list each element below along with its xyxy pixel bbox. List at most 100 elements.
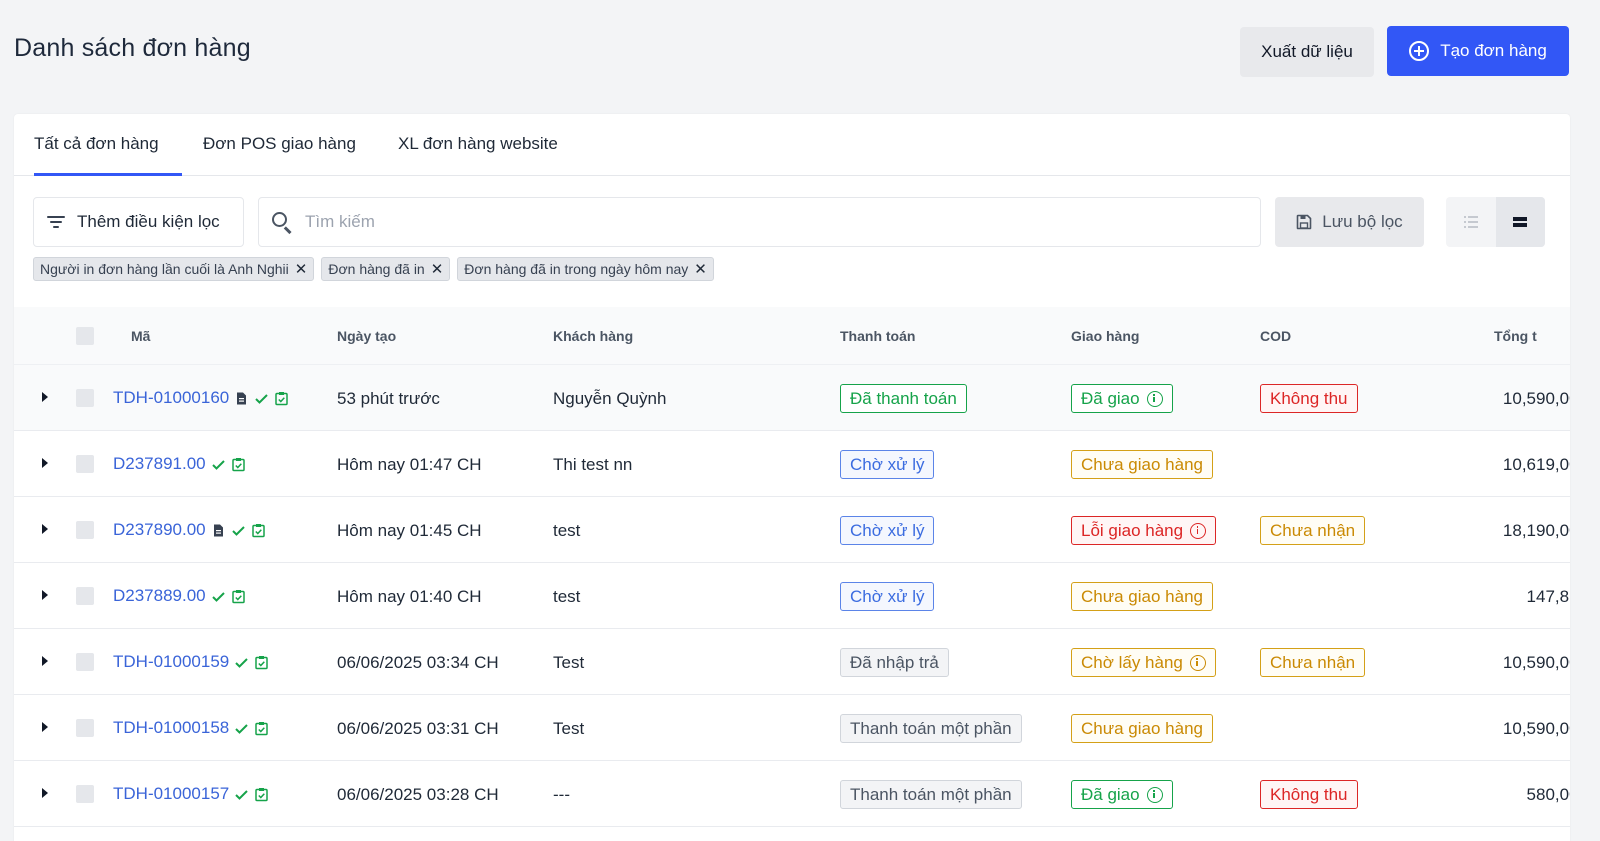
tab-all-orders[interactable]: Tất cả đơn hàng [34,134,159,153]
add-filter-label: Thêm điều kiện lọc [77,212,220,231]
column-header-created[interactable]: Ngày tạo [337,328,397,344]
payment-status-badge: Chờ xử lý [840,582,935,611]
customer-cell: Thi test nn [553,455,633,474]
row-checkbox[interactable] [76,389,94,407]
table-row[interactable]: D237891.00 Hôm nay 01:47 CH Thi test nn Chờ… [14,431,1570,497]
caret-right-icon[interactable] [42,788,48,798]
table-row[interactable]: TDH-01000160 53 phút trước Nguyễn Quỳnh Đã … [14,365,1570,431]
delivery-status-label: Chờ lấy hàng [1081,652,1183,672]
caret-right-icon[interactable] [42,524,48,534]
tab-pos-delivery[interactable]: Đơn POS giao hàng [203,134,356,153]
order-code-cell: TDH-01000158 [113,718,269,738]
order-code-cell: D237889.00 [113,586,246,606]
order-code-cell: D237890.00 [113,520,266,540]
filter-icon [47,215,65,229]
total-cell: 10,590,000 [1502,653,1570,672]
orders-card: Tất cả đơn hàng Đơn POS giao hàng XL đơn… [14,114,1570,841]
order-code-cell: TDH-01000159 [113,652,269,672]
order-code-link[interactable]: TDH-01000157 [113,784,230,803]
created-cell: 06/06/2025 03:31 CH [337,719,499,738]
table-row[interactable]: D237889.00 Hôm nay 01:40 CH test Chờ xử lý C… [14,563,1570,629]
total-cell: 10,590,000 [1502,719,1570,738]
column-header-total[interactable]: Tổng t [1494,328,1537,344]
check-icon [255,393,268,404]
payment-status-label: Thanh toán một phần [850,784,1012,804]
customer-cell: test [553,587,581,606]
create-order-label: Tạo đơn hàng [1440,41,1547,60]
caret-right-icon[interactable] [42,590,48,600]
caret-right-icon[interactable] [42,458,48,468]
payment-status-badge: Chờ xử lý [840,516,935,545]
column-header-delivery[interactable]: Giao hàng [1071,328,1140,344]
table-body: TDH-01000160 53 phút trước Nguyễn Quỳnh Đã … [14,365,1570,827]
row-checkbox[interactable] [76,587,94,605]
caret-right-icon[interactable] [42,722,48,732]
total-cell: 10,590,000 [1502,389,1570,408]
caret-right-icon[interactable] [42,656,48,666]
order-code-cell: TDH-01000160 [113,388,289,408]
close-icon[interactable]: ✕ [430,260,444,278]
table-row[interactable]: TDH-01000157 06/06/2025 03:28 CH --- Thanh … [14,761,1570,827]
page-header: Danh sách đơn hàng Xuất dữ liệu Tạo đơn … [0,0,1600,104]
caret-right-icon[interactable] [42,392,48,402]
row-checkbox[interactable] [76,785,94,803]
delivery-status-label: Đã giao [1081,784,1140,804]
row-checkbox[interactable] [76,521,94,539]
search-box[interactable] [258,197,1261,247]
compact-view-button[interactable] [1495,197,1545,247]
order-code-link[interactable]: D237889.00 [113,586,206,605]
total-cell: 10,619,000 [1502,455,1570,474]
column-header-customer[interactable]: Khách hàng [553,328,634,344]
delivery-status-label: Chưa giao hàng [1081,454,1203,474]
column-header-code[interactable]: Mã [131,328,151,344]
filter-chip: Đơn hàng đã in trong ngày hôm nay ✕ [457,257,714,281]
add-filter-button[interactable]: Thêm điều kiện lọc [33,197,244,247]
info-icon[interactable] [1189,654,1206,671]
list-view-button[interactable] [1446,197,1496,247]
info-icon[interactable] [1190,522,1207,539]
create-order-button[interactable]: Tạo đơn hàng [1387,26,1569,76]
close-icon[interactable]: ✕ [294,260,308,278]
check-icon [235,789,248,800]
select-all-checkbox[interactable] [76,327,94,345]
order-code-link[interactable]: D237891.00 [113,454,206,473]
column-header-payment[interactable]: Thanh toán [840,328,916,344]
table-row[interactable]: TDH-01000158 06/06/2025 03:31 CH Test Thanh… [14,695,1570,761]
delivery-status-label: Lỗi giao hàng [1081,520,1184,540]
export-button[interactable]: Xuất dữ liệu [1240,27,1374,77]
search-icon [271,211,293,234]
column-header-cod[interactable]: COD [1260,328,1292,344]
filter-chip: Người in đơn hàng lần cuối là Anh Nghii … [33,257,315,281]
order-code-link[interactable]: D237890.00 [113,520,206,539]
cod-status-badge: Không thu [1260,384,1358,413]
cod-status-label: Chưa nhận [1270,652,1356,672]
table-row[interactable]: TDH-01000159 06/06/2025 03:34 CH Test Đã nh… [14,629,1570,695]
row-checkbox[interactable] [76,719,94,737]
delivery-status-badge: Chưa giao hàng [1071,582,1213,611]
table-row[interactable]: D237890.00 Hôm nay 01:45 CH test Chờ xử lý L… [14,497,1570,563]
check-icon [231,525,245,536]
cod-status-label: Không thu [1270,784,1348,804]
compact-view-icon [1513,216,1528,227]
delivery-status-label: Chưa giao hàng [1081,586,1203,606]
created-cell: 06/06/2025 03:28 CH [337,785,499,804]
customer-cell: test [553,521,581,540]
tab-website-orders[interactable]: XL đơn hàng website [398,134,558,153]
row-checkbox[interactable] [76,455,94,473]
tab-bar: Tất cả đơn hàng Đơn POS giao hàng XL đơn… [14,114,1570,176]
row-checkbox[interactable] [76,653,94,671]
info-icon[interactable] [1146,786,1163,803]
orders-table: Mã Ngày tạo Khách hàng Thanh toán Giao h… [14,307,1570,827]
order-code-link[interactable]: TDH-01000159 [113,652,230,671]
order-code-link[interactable]: TDH-01000158 [113,718,230,737]
filter-chip: Đơn hàng đã in ✕ [321,257,451,281]
clipboard-check-icon [275,391,288,405]
info-icon[interactable] [1146,390,1163,407]
save-filter-button[interactable]: Lưu bộ lọc [1275,197,1424,247]
cod-status-badge: Chưa nhận [1260,648,1366,677]
cod-status-label: Chưa nhận [1270,520,1356,540]
close-icon[interactable]: ✕ [694,260,707,278]
order-code-link[interactable]: TDH-01000160 [113,388,230,407]
search-input[interactable] [305,212,1205,232]
clipboard-check-icon [251,523,265,537]
